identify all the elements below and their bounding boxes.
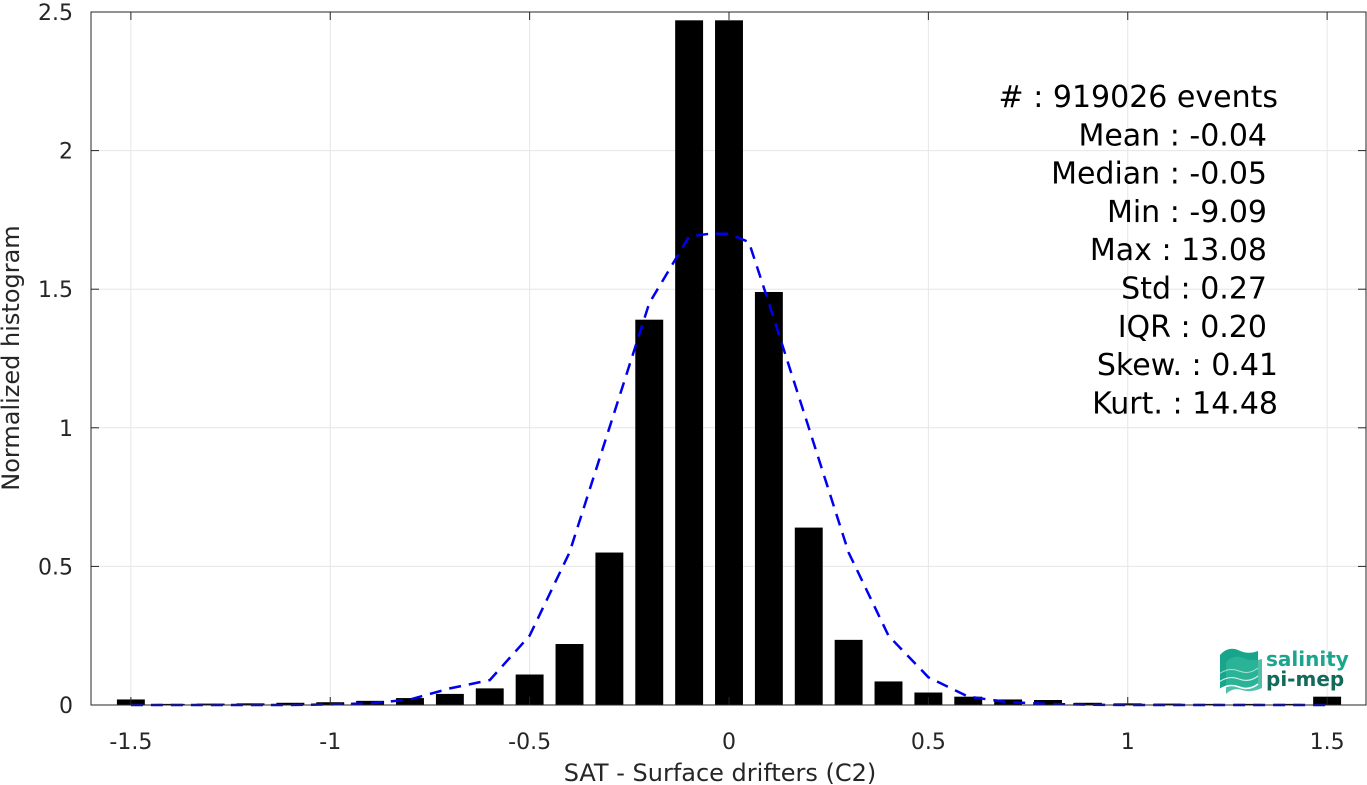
histogram-bar	[1273, 703, 1302, 705]
stat-line: Std : 0.27	[1121, 272, 1267, 307]
histogram-bar	[994, 699, 1023, 705]
histogram-bar	[356, 700, 385, 705]
histogram-bar	[236, 703, 265, 705]
axis-ticks: -1.5 -1 -0.5 0 0.5 1 1.5 0 0.5 1 1.5 2 2.5	[38, 1, 1366, 755]
x-tick-label: 1	[1121, 730, 1135, 755]
logo-text-line2: pi-mep	[1266, 667, 1344, 691]
histogram-bar	[555, 644, 584, 705]
histogram-bar	[635, 319, 664, 705]
histogram-bar	[396, 698, 424, 705]
histogram-bar	[196, 703, 225, 705]
histogram-bar	[675, 20, 704, 706]
x-tick-label: 0	[722, 730, 736, 755]
salinity-pi-mep-logo: salinity pi-mep	[1218, 647, 1349, 694]
histogram-bar	[954, 696, 983, 705]
y-tick-label: 1.5	[38, 278, 73, 303]
histogram-bar	[595, 552, 624, 705]
histogram-bar	[1233, 703, 1262, 705]
stat-line: Median : -0.05	[1051, 157, 1267, 192]
histogram-bar	[794, 527, 823, 705]
x-axis-label: SAT - Surface drifters (C2)	[564, 759, 877, 785]
logo-wave-icon	[1218, 648, 1262, 694]
histogram-bar	[1034, 700, 1062, 705]
x-tick-label: -1	[319, 730, 341, 755]
x-tick-label: -1.5	[109, 730, 152, 755]
histogram-bar	[715, 20, 743, 706]
logo-text-line1: salinity	[1266, 647, 1349, 671]
y-tick-label: 0.5	[38, 555, 73, 580]
histogram-bar	[874, 681, 903, 705]
stat-line: Max : 13.08	[1090, 233, 1267, 268]
x-tick-label: 0.5	[911, 730, 946, 755]
histogram-bar	[1153, 703, 1182, 705]
y-tick-label: 2	[59, 140, 73, 165]
histogram-bar	[834, 639, 863, 705]
histogram-bar	[276, 702, 305, 705]
y-tick-label: 1	[59, 417, 73, 442]
x-tick-label: 1.5	[1310, 730, 1345, 755]
y-tick-label: 0	[59, 694, 73, 719]
histogram-bar	[754, 291, 783, 705]
y-axis-label: Normalized histogram	[0, 225, 25, 490]
stat-line: Skew. : 0.41	[1097, 348, 1278, 383]
stat-line: IQR : 0.20	[1118, 310, 1267, 345]
histogram-bar	[1193, 703, 1222, 705]
stat-line: Kurt. : 14.48	[1092, 386, 1278, 421]
y-tick-label: 2.5	[38, 1, 73, 26]
histogram-bar	[1073, 702, 1102, 705]
bar-series	[116, 20, 1342, 706]
histogram-bar	[435, 693, 464, 705]
stat-line: Min : -9.09	[1107, 195, 1267, 230]
stat-line: # : 919026 events	[999, 80, 1278, 115]
histogram-bar	[156, 703, 185, 705]
stat-line: Mean : -0.04	[1078, 118, 1267, 153]
histogram-bar	[475, 688, 504, 705]
x-tick-label: -0.5	[508, 730, 551, 755]
